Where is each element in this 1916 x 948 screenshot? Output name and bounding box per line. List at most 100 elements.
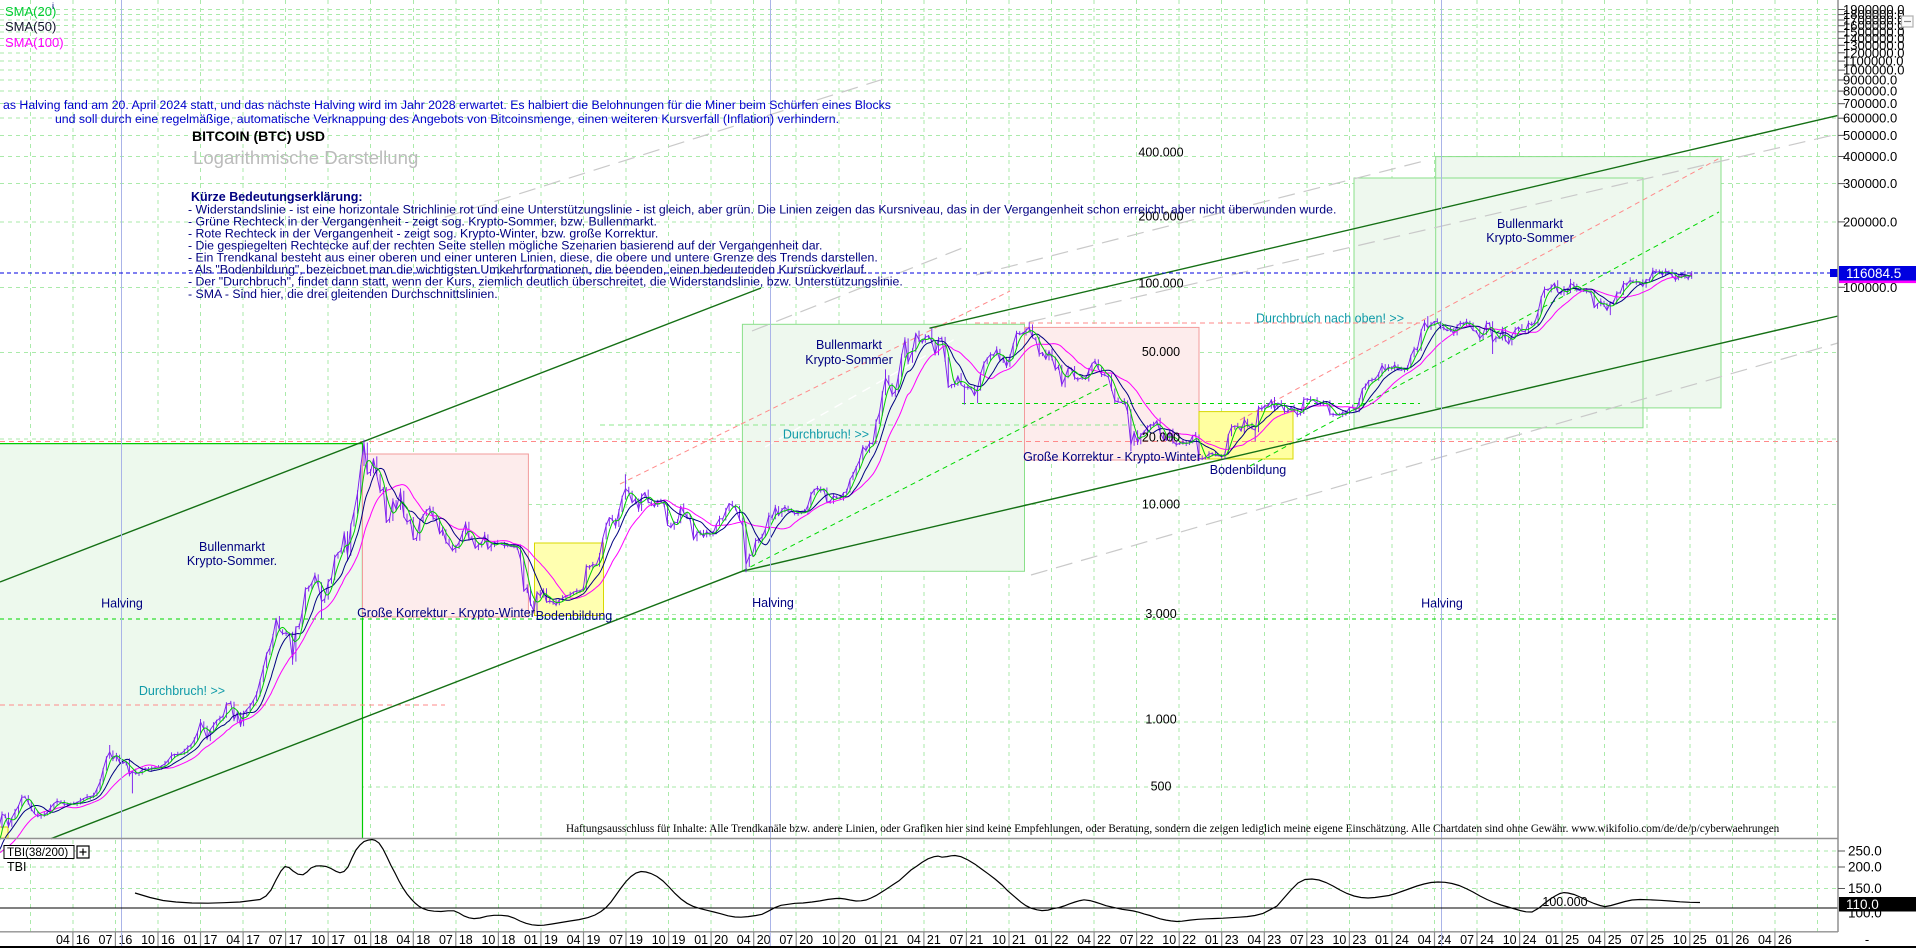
- svg-text:und soll durch eine regelmäßig: und soll durch eine regelmäßige, automat…: [55, 112, 839, 126]
- svg-text:16: 16: [76, 933, 90, 947]
- svg-text:900000.0: 900000.0: [1843, 72, 1897, 87]
- svg-text:17: 17: [331, 933, 345, 947]
- svg-text:200.000: 200.000: [1138, 209, 1183, 223]
- svg-text:24: 24: [1437, 933, 1451, 947]
- svg-text:24: 24: [1395, 933, 1409, 947]
- svg-text:SMA(100): SMA(100): [5, 35, 64, 50]
- svg-text:22: 22: [1182, 933, 1196, 947]
- svg-text:26: 26: [1735, 933, 1749, 947]
- svg-text:1200000.0: 1200000.0: [1843, 45, 1904, 60]
- svg-text:25: 25: [1565, 933, 1579, 947]
- svg-text:200000.0: 200000.0: [1843, 214, 1897, 229]
- svg-text:24: 24: [1523, 933, 1537, 947]
- svg-text:01: 01: [1715, 933, 1729, 947]
- svg-text:50.000: 50.000: [1142, 345, 1180, 359]
- svg-text:19: 19: [586, 933, 600, 947]
- svg-text:20.000: 20.000: [1142, 431, 1180, 445]
- svg-text:200.0: 200.0: [1848, 860, 1882, 875]
- svg-text:Bodenbildung: Bodenbildung: [1210, 463, 1287, 477]
- svg-text:20: 20: [757, 933, 771, 947]
- svg-text:10: 10: [652, 933, 666, 947]
- svg-text:10: 10: [141, 933, 155, 947]
- svg-text:21: 21: [884, 933, 898, 947]
- svg-text:1300000.0: 1300000.0: [1843, 38, 1904, 53]
- svg-text:i: i: [52, 1, 54, 11]
- svg-text:SMA(50): SMA(50): [5, 19, 56, 34]
- svg-text:TBI(38/200): TBI(38/200): [7, 846, 68, 859]
- svg-text:04: 04: [567, 933, 581, 947]
- svg-text:BITCOIN (BTC) USD: BITCOIN (BTC) USD: [192, 128, 325, 144]
- svg-text:22: 22: [1097, 933, 1111, 947]
- svg-text:01: 01: [524, 933, 538, 947]
- svg-text:10: 10: [1162, 933, 1176, 947]
- svg-text:04: 04: [1418, 933, 1432, 947]
- svg-text:19: 19: [629, 933, 643, 947]
- svg-text:- Grüne Rechteck in der Vergan: - Grüne Rechteck in der Vergangenheit - …: [188, 214, 657, 228]
- svg-text:16: 16: [161, 933, 175, 947]
- svg-text:18: 18: [459, 933, 473, 947]
- svg-text:1700000.0: 1700000.0: [1843, 12, 1904, 27]
- svg-text:SMA(20): SMA(20): [5, 4, 56, 19]
- svg-text:04: 04: [226, 933, 240, 947]
- svg-text:07: 07: [1120, 933, 1134, 947]
- svg-text:10: 10: [822, 933, 836, 947]
- svg-text:100.000: 100.000: [1542, 895, 1587, 909]
- svg-text:01: 01: [864, 933, 878, 947]
- svg-text:01: 01: [1375, 933, 1389, 947]
- svg-text:22: 22: [1140, 933, 1154, 947]
- svg-text:3.000: 3.000: [1145, 607, 1176, 621]
- svg-text:07: 07: [99, 933, 113, 947]
- svg-text:01: 01: [184, 933, 198, 947]
- svg-text:- Der "Durchbruch", findet dan: - Der "Durchbruch", findet dann statt, w…: [188, 275, 903, 289]
- svg-text:Bullenmarkt: Bullenmarkt: [199, 540, 266, 554]
- svg-text:01: 01: [1545, 933, 1559, 947]
- svg-text:- Ein Trendkanal besteht aus e: - Ein Trendkanal besteht aus einer obere…: [188, 251, 878, 265]
- svg-text:Große Korrektur - Krypto-Winte: Große Korrektur - Krypto-Winter: [357, 606, 535, 620]
- svg-text:100000.0: 100000.0: [1843, 280, 1897, 295]
- svg-text:Durchbruch! >>: Durchbruch! >>: [139, 684, 225, 698]
- svg-text:17: 17: [204, 933, 218, 947]
- svg-text:07: 07: [1630, 933, 1644, 947]
- svg-text:20: 20: [842, 933, 856, 947]
- svg-text:01: 01: [1205, 933, 1219, 947]
- svg-text:1600000.0: 1600000.0: [1843, 18, 1904, 33]
- svg-text:23: 23: [1267, 933, 1281, 947]
- svg-text:- SMA - Sind hier, die drei gl: - SMA - Sind hier, die drei gleitenden D…: [188, 287, 498, 301]
- svg-text:100.000: 100.000: [1138, 277, 1183, 291]
- svg-text:07: 07: [269, 933, 283, 947]
- svg-text:07: 07: [779, 933, 793, 947]
- svg-text:Große Korrektur - Krypto-Winte: Große Korrektur - Krypto-Winter: [1023, 450, 1201, 464]
- svg-text:- Widerstandslinie - ist eine: - Widerstandslinie - ist eine horizontal…: [188, 202, 1336, 216]
- svg-text:- Rote Rechteck in der Vergang: - Rote Rechteck in der Vergangenheit - z…: [188, 227, 658, 241]
- svg-text:10: 10: [1673, 933, 1687, 947]
- svg-text:10: 10: [481, 933, 495, 947]
- svg-text:07: 07: [439, 933, 453, 947]
- svg-text:04: 04: [1588, 933, 1602, 947]
- svg-text:- Als "Bodenbildung", bezeichn: - Als "Bodenbildung", bezeichnet man die…: [188, 263, 867, 277]
- svg-text:04: 04: [907, 933, 921, 947]
- svg-text:21: 21: [1012, 933, 1026, 947]
- svg-text:21: 21: [927, 933, 941, 947]
- svg-text:Durchbruch nach oben! >>: Durchbruch nach oben! >>: [1256, 312, 1404, 326]
- svg-text:25: 25: [1693, 933, 1707, 947]
- svg-text:110.0: 110.0: [1846, 897, 1879, 912]
- svg-text:500000.0: 500000.0: [1843, 128, 1897, 143]
- svg-text:1800000.0: 1800000.0: [1843, 7, 1904, 22]
- svg-text:800000.0: 800000.0: [1843, 84, 1897, 99]
- svg-text:Bullenmarkt: Bullenmarkt: [1497, 217, 1564, 231]
- svg-text:18: 18: [374, 933, 388, 947]
- svg-text:07: 07: [950, 933, 964, 947]
- svg-text:Durchbruch! >>: Durchbruch! >>: [783, 428, 869, 442]
- svg-text:Haftungsausschluss für Inhalte: Haftungsausschluss für Inhalte: Alle Tre…: [566, 823, 1780, 835]
- svg-text:400.000: 400.000: [1138, 146, 1183, 160]
- svg-text:10: 10: [1332, 933, 1346, 947]
- svg-text:04: 04: [56, 933, 70, 947]
- svg-text:18: 18: [416, 933, 430, 947]
- svg-text:- Die gespiegelten Rechtecke a: - Die gespiegelten Rechtecke auf der rec…: [188, 239, 822, 253]
- svg-text:Halving: Halving: [101, 597, 143, 611]
- svg-text:04: 04: [737, 933, 751, 947]
- svg-text:116084.5: 116084.5: [1846, 266, 1901, 281]
- svg-text:04: 04: [1758, 933, 1772, 947]
- svg-text:Krypto-Sommer.: Krypto-Sommer.: [187, 554, 277, 568]
- svg-text:01: 01: [694, 933, 708, 947]
